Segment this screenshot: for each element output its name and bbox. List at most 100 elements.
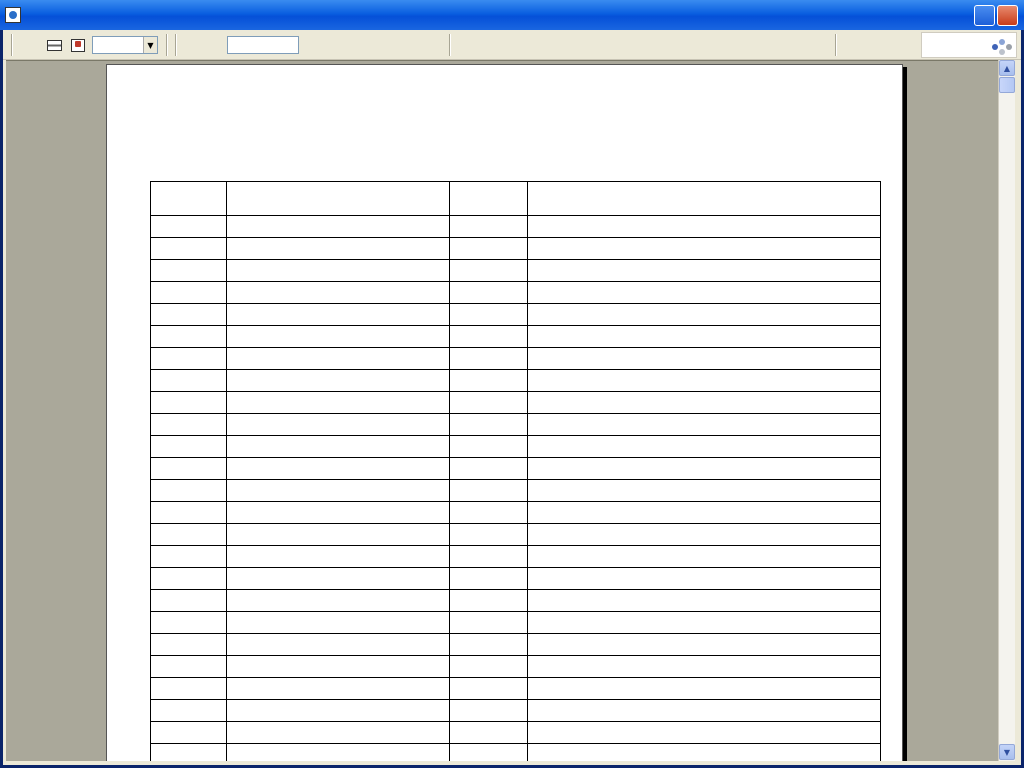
cell-price [449, 479, 528, 502]
cell-note [527, 721, 881, 744]
toolbar-separator [835, 34, 837, 56]
cell-note [527, 369, 881, 392]
cell-name [226, 589, 450, 612]
cell-name [226, 369, 450, 392]
cell-code [150, 281, 227, 304]
close-report-icon[interactable] [23, 37, 39, 53]
cell-price [449, 699, 528, 722]
close-button[interactable] [997, 5, 1018, 26]
cell-name [226, 435, 450, 458]
cell-name [226, 303, 450, 326]
scroll-up-icon[interactable]: ▲ [999, 60, 1015, 76]
scroll-thumb[interactable] [999, 77, 1015, 93]
first-page-icon[interactable] [184, 37, 196, 53]
export-icon[interactable] [69, 37, 87, 53]
toolbar: ▼ [3, 30, 1021, 60]
cell-name [226, 721, 450, 744]
cell-name [226, 523, 450, 546]
cell-price [449, 589, 528, 612]
header-price [449, 181, 528, 216]
cell-price [449, 413, 528, 436]
cell-note [527, 545, 881, 568]
title-bar[interactable] [0, 0, 1024, 30]
cell-price [449, 611, 528, 634]
cell-name [226, 743, 450, 761]
cell-name [226, 501, 450, 524]
cell-name [226, 699, 450, 722]
chevron-down-icon[interactable]: ▼ [143, 37, 157, 53]
cell-note [527, 479, 881, 502]
cell-note [527, 567, 881, 590]
table-row [150, 545, 881, 568]
cell-price [449, 391, 528, 414]
cell-name [226, 457, 450, 480]
cell-code [150, 743, 227, 761]
cell-price [449, 347, 528, 370]
toolbar-separator [11, 34, 13, 56]
table-row [150, 413, 881, 436]
table-row [150, 633, 881, 656]
table-row [150, 589, 881, 612]
report-table [150, 181, 881, 761]
cell-code [150, 413, 227, 436]
table-row [150, 347, 881, 370]
toolbar-separator [449, 34, 451, 56]
cell-price [449, 215, 528, 238]
cell-note [527, 589, 881, 612]
find-icon[interactable] [461, 37, 479, 53]
next-page-icon[interactable] [375, 37, 389, 53]
cell-price [449, 369, 528, 392]
cell-note [527, 215, 881, 238]
header-name [226, 181, 450, 216]
help-button[interactable] [974, 5, 995, 26]
cell-price [449, 325, 528, 348]
cell-name [226, 281, 450, 304]
vertical-scrollbar[interactable]: ▲ ▼ [998, 60, 1015, 761]
cell-price [449, 303, 528, 326]
cell-name [226, 391, 450, 414]
cell-name [226, 567, 450, 590]
table-row [150, 303, 881, 326]
cell-code [150, 457, 227, 480]
cell-note [527, 303, 881, 326]
cell-code [150, 633, 227, 656]
cell-price [449, 545, 528, 568]
last-page-icon[interactable] [398, 37, 412, 53]
cell-code [150, 237, 227, 260]
cell-note [527, 259, 881, 282]
cell-note [527, 281, 881, 304]
print-icon[interactable] [45, 37, 63, 53]
page-number-input[interactable] [227, 36, 299, 54]
previous-page-icon[interactable] [208, 37, 220, 53]
stop-icon[interactable] [423, 37, 437, 53]
table-row [150, 699, 881, 722]
cell-code [150, 479, 227, 502]
cell-note [527, 435, 881, 458]
table-row [150, 237, 881, 260]
toolbar-separator [175, 34, 177, 56]
cell-name [226, 259, 450, 282]
table-row [150, 523, 881, 546]
table-row [150, 457, 881, 480]
cell-name [226, 347, 450, 370]
cell-name [226, 633, 450, 656]
zoom-select[interactable]: ▼ [92, 36, 158, 54]
table-row [150, 655, 881, 678]
cell-note [527, 699, 881, 722]
report-viewport[interactable] [6, 60, 998, 761]
cell-price [449, 237, 528, 260]
table-row [150, 501, 881, 524]
crystal-logo [921, 32, 1017, 58]
cell-price [449, 743, 528, 761]
cell-price [449, 281, 528, 304]
cell-code [150, 215, 227, 238]
cell-code [150, 677, 227, 700]
scroll-down-icon[interactable]: ▼ [999, 744, 1015, 760]
cell-code [150, 589, 227, 612]
table-row [150, 391, 881, 414]
cell-note [527, 655, 881, 678]
cell-note [527, 391, 881, 414]
table-row [150, 611, 881, 634]
cell-code [150, 435, 227, 458]
